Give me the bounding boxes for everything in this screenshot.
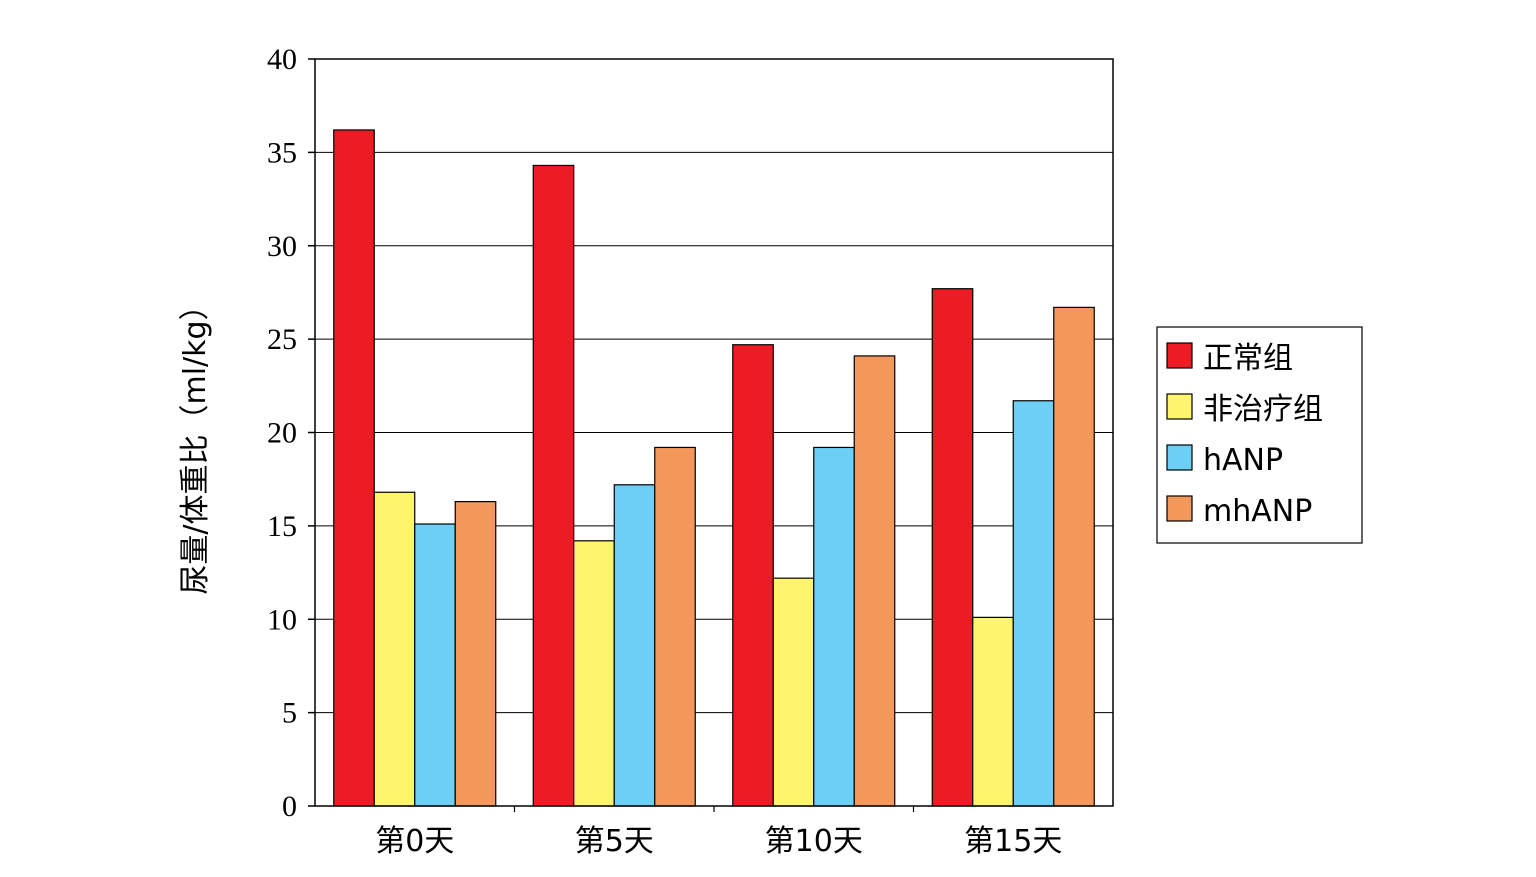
bar: [613, 484, 656, 807]
bar: [333, 129, 375, 807]
y-axis-title: 尿量/体重比（ml/kg）: [178, 290, 213, 594]
legend-label: mhANP: [1203, 494, 1312, 529]
bar: [1012, 400, 1055, 807]
legend-label: 正常组: [1203, 341, 1293, 376]
y-tick-label: 15: [267, 510, 297, 543]
x-tick-label: 第5天: [575, 824, 654, 859]
legend-swatch: [1166, 444, 1193, 471]
bar: [454, 500, 497, 807]
bar: [813, 446, 855, 807]
legend-swatch: [1166, 342, 1193, 369]
bar: [373, 491, 416, 807]
y-tick-label: 0: [282, 790, 297, 823]
bar: [972, 616, 1014, 807]
y-tick-label: 35: [267, 136, 297, 169]
bar: [732, 344, 774, 807]
y-axis: 0 5 10 15 20 25 30 35 40: [267, 43, 315, 823]
legend-swatch: [1166, 393, 1193, 420]
bar: [772, 577, 815, 807]
bar: [654, 446, 696, 807]
legend-swatch: [1166, 495, 1193, 522]
bar: [853, 355, 896, 807]
x-axis: 第0天 第5天 第10天 第15天: [375, 806, 1062, 859]
y-tick-label: 40: [267, 43, 297, 76]
y-tick-label: 20: [267, 417, 297, 450]
bar: [573, 540, 615, 807]
x-tick-label: 第0天: [375, 824, 454, 859]
bar: [1053, 306, 1095, 807]
bar: [414, 523, 456, 807]
x-tick-label: 第15天: [964, 824, 1062, 859]
bar: [532, 164, 575, 807]
y-tick-label: 25: [267, 323, 297, 356]
x-tick-label: 第10天: [765, 824, 863, 859]
bar: [931, 288, 974, 807]
y-tick-label: 5: [282, 697, 297, 730]
bars: [333, 129, 1095, 807]
legend-label: 非治疗组: [1203, 392, 1323, 427]
y-tick-label: 30: [267, 230, 297, 263]
legend-label: hANP: [1203, 443, 1283, 478]
y-tick-label: 10: [267, 603, 297, 636]
